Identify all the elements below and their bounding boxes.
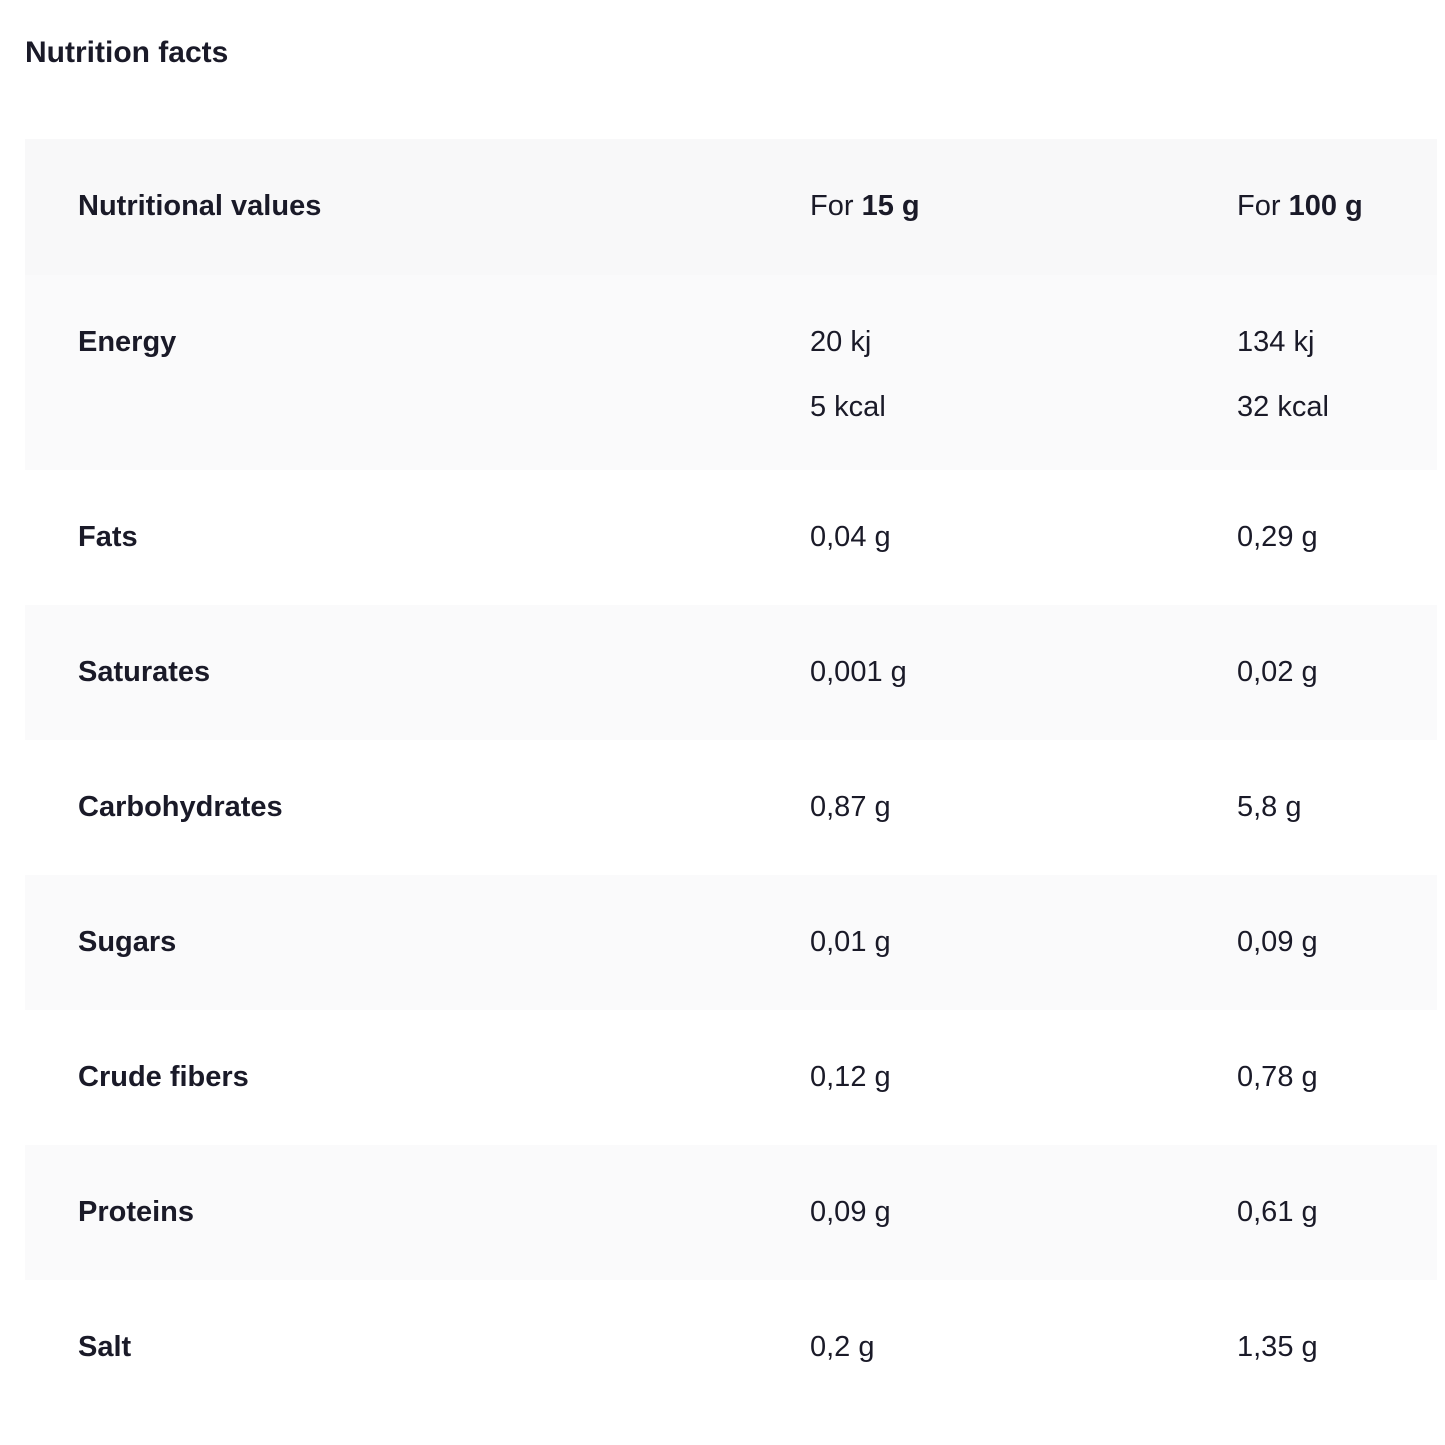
value-kj: 20 kj xyxy=(810,326,872,358)
header-for-100g-value: 100 g xyxy=(1288,190,1363,222)
header-for-100g-prefix: For xyxy=(1237,190,1289,222)
value-per-15g: 0,2 g xyxy=(810,1331,875,1363)
value-per-100g: 0,02 g xyxy=(1237,656,1318,688)
value-per-100g: 0,61 g xyxy=(1237,1196,1318,1228)
table-row-proteins: Proteins 0,09 g 0,61 g xyxy=(25,1145,1437,1280)
value-per-15g: 0,04 g xyxy=(810,521,891,553)
header-for-15g: For 15 g xyxy=(810,139,1237,275)
table-row-salt: Salt 0,2 g 1,35 g xyxy=(25,1280,1437,1415)
table-row-sugars: Sugars 0,01 g 0,09 g xyxy=(25,875,1437,1010)
value-per-100g: 134 kj 32 kcal xyxy=(1237,275,1437,470)
header-for-15g-prefix: For xyxy=(810,190,862,222)
row-label: Fats xyxy=(78,521,138,553)
value-per-100g: 0,78 g xyxy=(1237,1061,1318,1093)
header-for-100g: For 100 g xyxy=(1237,139,1437,275)
value-per-100g: 1,35 g xyxy=(1237,1331,1318,1363)
header-nutritional-values: Nutritional values xyxy=(78,190,322,222)
value-per-15g: 0,09 g xyxy=(810,1196,891,1228)
value-per-15g: 0,01 g xyxy=(810,926,891,958)
page-title: Nutrition facts xyxy=(25,36,229,69)
value-per-100g: 5,8 g xyxy=(1237,791,1302,823)
value-kcal: 5 kcal xyxy=(810,391,886,423)
value-per-15g: 0,12 g xyxy=(810,1061,891,1093)
row-label: Carbohydrates xyxy=(78,791,283,823)
header-for-15g-value: 15 g xyxy=(861,190,920,222)
value-kj: 134 kj xyxy=(1237,326,1315,358)
row-label: Salt xyxy=(78,1331,132,1363)
value-per-15g: 0,001 g xyxy=(810,656,907,688)
row-label: Energy xyxy=(78,326,177,358)
table-header-row: Nutritional values For 15 g For 100 g xyxy=(25,139,1437,275)
row-label: Crude fibers xyxy=(78,1061,249,1093)
row-label: Sugars xyxy=(78,926,177,958)
table-row-fats: Fats 0,04 g 0,29 g xyxy=(25,470,1437,605)
table-row-saturates: Saturates 0,001 g 0,02 g xyxy=(25,605,1437,740)
value-per-100g: 0,29 g xyxy=(1237,521,1318,553)
table-row-energy: Energy 20 kj 5 kcal 134 kj 32 kcal xyxy=(25,275,1437,470)
row-label: Saturates xyxy=(78,656,211,688)
nutrition-facts-table: Nutritional values For 15 g For 100 g En… xyxy=(25,139,1437,1415)
table-row-carbohydrates: Carbohydrates 0,87 g 5,8 g xyxy=(25,740,1437,875)
table-row-crude-fibers: Crude fibers 0,12 g 0,78 g xyxy=(25,1010,1437,1145)
value-per-15g: 0,87 g xyxy=(810,791,891,823)
value-per-100g: 0,09 g xyxy=(1237,926,1318,958)
row-label: Proteins xyxy=(78,1196,195,1228)
value-per-15g: 20 kj 5 kcal xyxy=(810,275,1237,470)
value-kcal: 32 kcal xyxy=(1237,391,1329,423)
